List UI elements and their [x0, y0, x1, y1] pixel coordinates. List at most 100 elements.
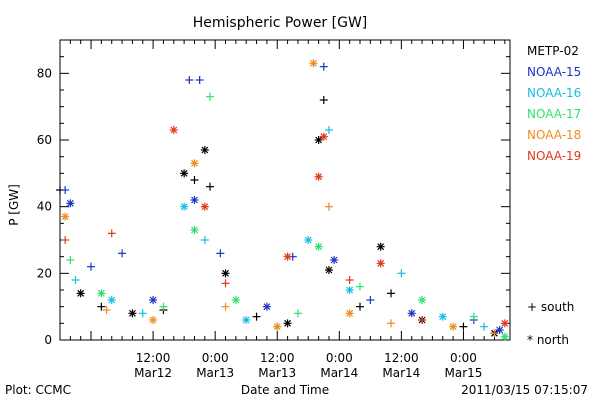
data-point: [356, 302, 364, 311]
footer-timestamp: 2011/03/15 07:15:07: [461, 383, 588, 397]
x-axis: 12:00Mar120:00Mar1312:00Mar130:00Mar1412…: [59, 40, 506, 380]
data-point: [330, 256, 339, 264]
data-point: [71, 276, 80, 284]
data-point: [438, 312, 447, 321]
data-point: [206, 182, 214, 191]
data-point: [314, 172, 323, 181]
data-point: [190, 159, 199, 168]
data-point: [97, 289, 106, 298]
data-point: [449, 322, 458, 331]
legend-entry: METP-02: [527, 44, 579, 58]
data-points: [56, 59, 509, 341]
data-point: [185, 76, 194, 84]
x-tick-label-date: Mar15: [444, 366, 482, 380]
axes-frame: [59, 39, 511, 341]
legend-south-marker: + south: [527, 300, 574, 314]
y-axis: 0 20 40 60 80: [37, 39, 510, 347]
data-point: [138, 309, 147, 318]
x-tick-label-time: 12:00: [136, 351, 171, 365]
data-point: [495, 326, 504, 334]
data-point: [319, 62, 328, 71]
data-point: [459, 322, 468, 331]
chart-title: Hemispheric Power [GW]: [193, 15, 368, 31]
data-point: [200, 202, 209, 211]
data-point: [107, 229, 116, 238]
data-point: [66, 199, 75, 208]
data-point: [319, 132, 328, 141]
data-point: [190, 196, 199, 204]
data-point: [356, 282, 364, 291]
data-point: [221, 279, 230, 288]
legend-entry: NOAA-16: [527, 86, 581, 100]
legend: METP-02 NOAA-15 NOAA-16 NOAA-17 NOAA-18 NOAA-…: [527, 44, 581, 163]
data-point: [366, 296, 375, 304]
data-point: [324, 266, 333, 274]
data-point: [262, 302, 271, 311]
data-point: [500, 319, 509, 328]
data-point: [169, 126, 178, 134]
legend-entry: NOAA-19: [527, 149, 581, 163]
data-point: [252, 312, 261, 321]
x-tick-label-date: Mar14: [382, 366, 420, 380]
legend-entry: NOAA-15: [527, 65, 581, 79]
data-point: [190, 176, 199, 184]
data-point: [345, 286, 354, 294]
data-point: [490, 329, 499, 338]
legend-entry: NOAA-18: [527, 128, 581, 142]
data-point: [314, 242, 323, 251]
data-point: [61, 236, 70, 244]
data-point: [345, 309, 354, 318]
data-point: [107, 296, 116, 304]
x-tick-label-date: Mar14: [320, 366, 358, 380]
x-tick-label-date: Mar13: [258, 366, 296, 380]
data-point: [221, 302, 230, 311]
data-point: [231, 296, 240, 304]
footer-plot-credit: Plot: CCMC: [5, 383, 71, 397]
data-point: [283, 252, 292, 261]
x-tick-label-time: 12:00: [384, 351, 419, 365]
data-point: [200, 146, 209, 154]
y-tick-label: 40: [37, 200, 52, 214]
data-point: [500, 332, 509, 341]
data-point: [345, 276, 354, 284]
data-point: [376, 242, 385, 251]
x-tick-label-time: 0:00: [202, 351, 229, 365]
x-axis-label: Date and Time: [241, 383, 329, 397]
data-point: [387, 319, 396, 328]
data-point: [118, 249, 127, 258]
data-point: [480, 322, 489, 331]
x-tick-label-date: Mar13: [196, 366, 234, 380]
data-point: [324, 126, 333, 134]
data-point: [128, 309, 137, 318]
data-point: [149, 316, 158, 324]
data-point: [319, 96, 328, 104]
data-point: [97, 302, 106, 311]
data-point: [376, 259, 385, 268]
data-point: [149, 296, 158, 304]
data-point: [216, 249, 225, 258]
data-point: [76, 289, 85, 298]
data-point: [309, 59, 318, 68]
data-point: [61, 186, 70, 194]
data-point: [87, 262, 96, 271]
data-point: [418, 316, 427, 324]
y-tick-label: 60: [37, 133, 52, 147]
x-tick-label-time: 12:00: [260, 351, 295, 365]
plot-area: [59, 39, 511, 341]
y-tick-label: 0: [44, 333, 52, 347]
data-point: [102, 306, 111, 314]
data-point: [200, 236, 209, 244]
x-tick-label-time: 0:00: [450, 351, 477, 365]
data-point: [283, 319, 292, 328]
x-tick-label-time: 0:00: [326, 351, 353, 365]
data-point: [324, 202, 333, 211]
data-point: [469, 312, 478, 321]
data-point: [61, 212, 70, 221]
data-point: [195, 76, 204, 84]
legend-entry: NOAA-17: [527, 107, 581, 121]
y-tick-label: 20: [37, 266, 52, 280]
data-point: [293, 309, 302, 318]
data-point: [418, 296, 427, 304]
x-tick-label-date: Mar12: [134, 366, 172, 380]
